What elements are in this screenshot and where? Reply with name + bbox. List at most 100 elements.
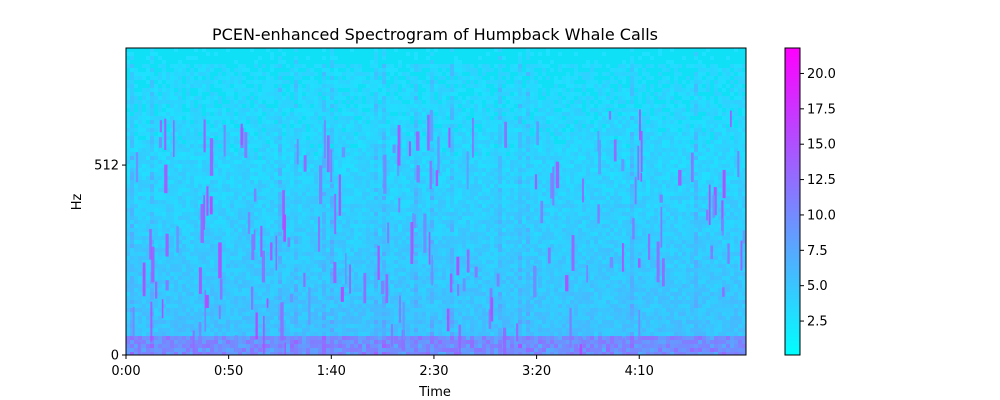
spectrogram-cell — [326, 320, 330, 324]
spectrogram-cell — [366, 172, 370, 176]
spectrogram-cell — [406, 160, 410, 164]
spectrogram-cell — [258, 56, 262, 60]
spectrogram-cell — [218, 196, 222, 200]
spectrogram-cell — [222, 188, 226, 192]
spectrogram-cell — [294, 152, 298, 156]
spectrogram-cell — [198, 260, 202, 264]
spectrogram-cell — [194, 64, 198, 68]
spectrogram-cell — [410, 136, 414, 140]
spectrogram-cell — [342, 160, 346, 164]
spectrogram-cell — [302, 244, 306, 248]
spectrogram-cell — [278, 264, 282, 268]
spectrogram-cell — [146, 312, 150, 316]
spectrogram-cell — [306, 196, 310, 200]
spectrogram-cell — [330, 340, 334, 344]
spectrogram-cell — [182, 132, 186, 136]
spectrogram-cell — [282, 348, 286, 352]
spectrogram-cell — [226, 300, 230, 304]
spectrogram-cell — [222, 276, 226, 280]
spectrogram-cell — [190, 228, 194, 232]
spectrogram-cell — [174, 144, 178, 148]
spectrogram-cell — [246, 260, 250, 264]
spectrogram-cell — [318, 308, 322, 312]
spectrogram-cell — [254, 124, 258, 128]
spectrogram-cell — [330, 140, 334, 144]
spectrogram-cell — [174, 100, 178, 104]
spectrogram-cell — [178, 68, 182, 72]
spectrogram-cell — [278, 96, 282, 100]
spectrogram-cell — [262, 184, 266, 188]
spectrogram-cell — [386, 172, 390, 176]
spectrogram-cell — [326, 328, 330, 332]
spectrogram-cell — [202, 64, 206, 68]
spectrogram-cell — [146, 116, 150, 120]
spectrogram-cell — [386, 164, 390, 168]
spectrogram-cell — [150, 192, 154, 196]
spectrogram-cell — [186, 128, 190, 132]
spectrogram-cell — [254, 280, 258, 284]
spectrogram-cell — [266, 344, 270, 348]
spectrogram-cell — [146, 220, 150, 224]
spectrogram-cell — [338, 140, 342, 144]
spectrogram-cell — [198, 312, 202, 316]
spectrogram-cell — [202, 156, 206, 160]
spectrogram-cell — [286, 180, 290, 184]
spectrogram-cell — [170, 320, 174, 324]
spectrogram-cell — [306, 256, 310, 260]
spectrogram-cell — [166, 292, 170, 296]
spectrogram-cell — [366, 248, 370, 252]
spectrogram-cell — [262, 284, 266, 288]
spectrogram-cell — [142, 172, 146, 176]
spectrogram-cell — [342, 180, 346, 184]
spectrogram-cell — [154, 232, 158, 236]
spectrogram-cell — [322, 332, 326, 336]
spectrogram-cell — [334, 180, 338, 184]
spectrogram-cell — [134, 288, 138, 292]
spectrogram-cell — [250, 176, 254, 180]
spectrogram-cell — [354, 192, 358, 196]
spectrogram-cell — [286, 256, 290, 260]
spectrogram-cell — [230, 164, 234, 168]
spectrogram-cell — [390, 124, 394, 128]
spectrogram-cell — [282, 60, 286, 64]
spectrogram-cell — [138, 264, 142, 268]
spectrogram-cell — [378, 180, 382, 184]
spectrogram-cell — [318, 284, 322, 288]
spectrogram-cell — [130, 320, 134, 324]
spectrogram-cell — [234, 312, 238, 316]
spectrogram-cell — [306, 156, 310, 160]
spectrogram-cell — [150, 188, 154, 192]
spectrogram-cell — [410, 88, 414, 92]
spectrogram-cell — [190, 260, 194, 264]
spectrogram-cell — [138, 300, 142, 304]
spectrogram-cell — [146, 208, 150, 212]
spectrogram-cell — [342, 260, 346, 264]
spectrogram-cell — [130, 352, 134, 355]
spectrogram-cell — [238, 352, 242, 355]
spectrogram-cell — [230, 104, 234, 108]
spectrogram-cell — [238, 332, 242, 336]
spectrogram-cell — [390, 200, 394, 204]
spectrogram-cell — [310, 148, 314, 152]
spectrogram-cell — [250, 344, 254, 348]
spectrogram-cell — [206, 72, 210, 76]
spectrogram-cell — [162, 84, 166, 88]
spectrogram-cell — [246, 292, 250, 296]
spectrogram-cell — [278, 108, 282, 112]
spectrogram-cell — [202, 296, 206, 300]
spectrogram-cell — [190, 204, 194, 208]
spectrogram-cell — [166, 212, 170, 216]
spectrogram-cell — [350, 256, 354, 260]
spectrogram-cell — [178, 264, 182, 268]
spectrogram-cell — [350, 136, 354, 140]
spectrogram-cell — [374, 268, 378, 272]
spectrogram-cell — [322, 204, 326, 208]
spectrogram-cell — [146, 140, 150, 144]
spectrogram-cell — [214, 344, 218, 348]
spectrogram-cell — [238, 64, 242, 68]
spectrogram-cell — [290, 192, 294, 196]
spectrogram-cell — [310, 344, 314, 348]
spectrogram-cell — [374, 104, 378, 108]
spectrogram-cell — [402, 144, 406, 148]
spectrogram-cell — [262, 236, 266, 240]
